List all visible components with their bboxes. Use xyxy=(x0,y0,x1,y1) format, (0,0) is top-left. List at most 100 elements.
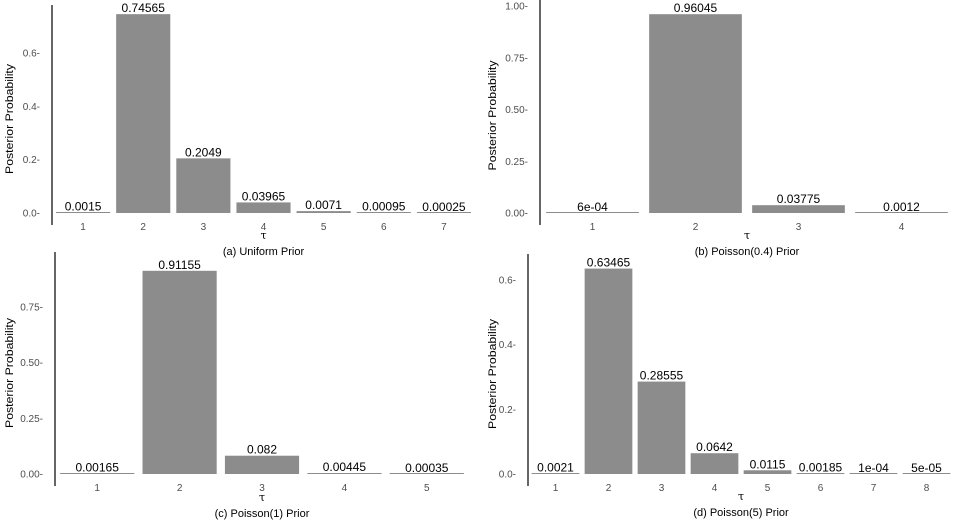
bar-3 xyxy=(637,381,686,474)
y-tick-label: 1.00- xyxy=(505,2,528,13)
bar-4 xyxy=(690,453,739,474)
x-tick-label: 3 xyxy=(796,222,802,233)
x-tick-label: 7 xyxy=(441,222,447,233)
bar-8 xyxy=(902,473,951,474)
bar-value-label: 0.00445 xyxy=(323,460,367,474)
bar-value-label: 5e-05 xyxy=(911,461,942,475)
y-axis-title: Posterior Probability xyxy=(4,63,16,174)
bar-value-label: 0.0012 xyxy=(883,200,920,214)
bar-value-label: 0.74565 xyxy=(122,1,166,15)
bar-value-label: 0.0115 xyxy=(750,457,786,471)
y-axis-title: Posterior Probability xyxy=(487,318,499,429)
bar-6 xyxy=(356,212,411,213)
y-tick-label: 0.75- xyxy=(20,302,43,313)
bar-1 xyxy=(531,473,580,474)
bar-2 xyxy=(649,14,742,214)
bar-3 xyxy=(752,205,845,213)
bar-value-label: 0.0015 xyxy=(65,200,102,214)
x-tick-label: 3 xyxy=(659,483,665,494)
bar-value-label: 0.0021 xyxy=(537,460,574,474)
y-tick-label: 0.50- xyxy=(505,105,528,116)
bar-1 xyxy=(60,473,135,474)
x-tick-label: 4 xyxy=(712,483,718,494)
x-tick-label: 1 xyxy=(553,483,559,494)
y-axis-title: Posterior Probability xyxy=(487,60,499,171)
bar-value-label: 0.00095 xyxy=(362,200,406,214)
y-tick-label: 0.4- xyxy=(23,102,40,113)
bar-3 xyxy=(176,158,231,213)
x-tick-label: 1 xyxy=(590,222,596,233)
bar-2 xyxy=(142,270,217,474)
x-tick-label: 6 xyxy=(818,483,824,494)
x-axis-title: τ xyxy=(260,229,266,242)
bar-value-label: 1e-04 xyxy=(858,461,889,475)
x-tick-label: 1 xyxy=(94,483,100,494)
panel-caption: (c) Poisson(1) Prior xyxy=(215,508,310,520)
x-tick-label: 6 xyxy=(381,222,387,233)
bar-1 xyxy=(56,212,111,213)
x-tick-label: 2 xyxy=(177,483,183,494)
x-tick-label: 2 xyxy=(140,222,146,233)
bar-value-label: 0.082 xyxy=(247,443,277,457)
x-tick-label: 4 xyxy=(899,222,905,233)
y-tick-label: 0.2- xyxy=(23,155,40,166)
bar-value-label: 0.00165 xyxy=(76,461,120,475)
y-tick-label: 0.6- xyxy=(499,275,516,286)
y-tick-label: 0.00- xyxy=(505,209,528,220)
y-tick-label: 0.50- xyxy=(20,358,43,369)
panel-caption: (a) Uniform Prior xyxy=(223,246,305,258)
panel-caption: (b) Poisson(0.4) Prior xyxy=(695,246,800,258)
bar-value-label: 6e-04 xyxy=(577,200,608,214)
bar-3 xyxy=(224,455,300,474)
bar-7 xyxy=(849,473,898,474)
x-tick-label: 2 xyxy=(693,222,699,233)
bar-4 xyxy=(855,212,948,213)
bar-value-label: 0.00025 xyxy=(422,200,466,214)
bar-5 xyxy=(743,470,792,474)
x-tick-label: 2 xyxy=(606,483,612,494)
x-tick-label: 4 xyxy=(342,483,348,494)
bar-5 xyxy=(296,211,351,213)
x-tick-label: 5 xyxy=(765,483,771,494)
bar-value-label: 0.00035 xyxy=(405,461,449,475)
y-tick-label: 0.4- xyxy=(499,340,516,351)
y-tick-label: 0.6- xyxy=(23,49,40,60)
bar-7 xyxy=(416,212,471,213)
y-tick-label: 0.0- xyxy=(499,470,516,481)
bar-6 xyxy=(796,473,845,474)
y-tick-label: 0.00- xyxy=(20,470,43,481)
y-tick-label: 0.25- xyxy=(505,157,528,168)
x-axis-title: τ xyxy=(259,491,265,504)
y-tick-label: 0.25- xyxy=(20,414,43,425)
y-axis-title: Posterior Probability xyxy=(4,317,16,428)
x-tick-label: 3 xyxy=(201,222,207,233)
bar-value-label: 0.2049 xyxy=(185,145,222,159)
y-tick-label: 0.0- xyxy=(23,209,40,220)
bar-value-label: 0.63465 xyxy=(587,256,631,270)
bar-value-label: 0.03965 xyxy=(242,189,286,203)
bar-5 xyxy=(389,473,464,474)
bar-value-label: 0.00185 xyxy=(799,460,843,474)
y-tick-label: 0.75- xyxy=(505,53,528,64)
bar-2 xyxy=(584,268,633,474)
x-tick-label: 5 xyxy=(321,222,327,233)
bar-value-label: 0.03775 xyxy=(777,192,821,206)
x-axis-title: τ xyxy=(738,490,744,503)
x-tick-label: 5 xyxy=(424,483,430,494)
x-tick-label: 8 xyxy=(924,483,930,494)
bar-value-label: 0.0071 xyxy=(305,198,342,212)
bar-2 xyxy=(116,14,171,213)
x-axis-title: τ xyxy=(744,229,750,242)
x-tick-label: 7 xyxy=(871,483,877,494)
bar-4 xyxy=(236,202,291,213)
bar-value-label: 0.96045 xyxy=(674,1,718,15)
x-tick-label: 3 xyxy=(259,483,265,494)
x-tick-label: 4 xyxy=(261,222,267,233)
bar-value-label: 0.91155 xyxy=(158,258,201,272)
bar-4 xyxy=(307,473,382,474)
panel-caption: (d) Poisson(5) Prior xyxy=(693,507,789,519)
bar-value-label: 0.0642 xyxy=(696,440,733,454)
x-tick-label: 1 xyxy=(80,222,86,233)
y-tick-label: 0.2- xyxy=(499,405,516,416)
